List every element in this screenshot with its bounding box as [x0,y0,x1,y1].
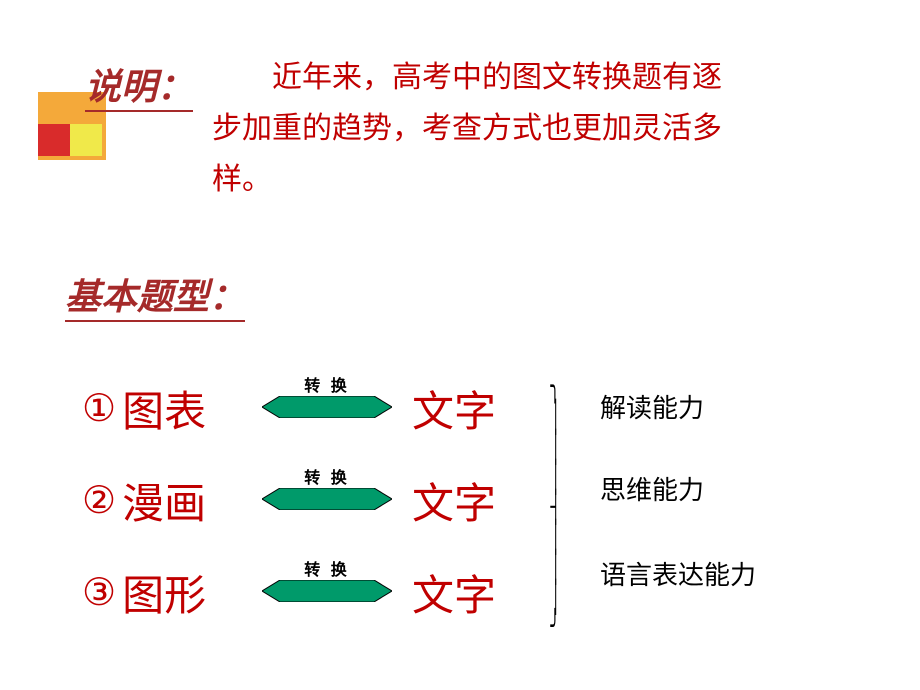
ability-item-3: 语言表达能力 [600,555,756,592]
row-arrow-3: 转 换 [262,556,392,602]
red-square [38,124,70,156]
row-number: ② [82,478,116,523]
row-source-2: ②漫画 [82,470,206,531]
section-heading-container: 基本题型： [65,268,245,322]
row-source-text: 漫画 [122,470,206,531]
arrow-icon [262,488,392,510]
header-label: 说明： [85,58,193,112]
arrow-label: 转 换 [304,464,349,488]
row-arrow-2: 转 换 [262,464,392,510]
arrow-label: 转 换 [304,372,349,396]
arrow-icon [262,580,392,602]
header-label-container: 说明： [85,58,193,112]
row-number: ① [82,386,116,431]
row-source-text: 图形 [122,562,206,623]
section-heading: 基本题型： [65,268,245,322]
ability-item-1: 解读能力 [600,388,704,425]
row-target-3: 文字 [412,562,496,623]
row-arrow-1: 转 换 [262,372,392,418]
row-target-2: 文字 [412,470,496,531]
row-source-text: 图表 [122,378,206,439]
ability-item-2: 思维能力 [600,470,704,507]
header-description: 近年来，高考中的图文转换题有逐步加重的趋势，考查方式也更加灵活多样。 [212,52,742,205]
arrow-icon [262,396,392,418]
row-target-1: 文字 [412,378,496,439]
row-source-1: ①图表 [82,378,206,439]
row-number: ③ [82,570,116,615]
curly-bracket: ╮│││┤│││╯ [550,372,561,642]
yellow-square [70,124,102,156]
arrow-label: 转 换 [304,556,349,580]
row-source-3: ③图形 [82,562,206,623]
